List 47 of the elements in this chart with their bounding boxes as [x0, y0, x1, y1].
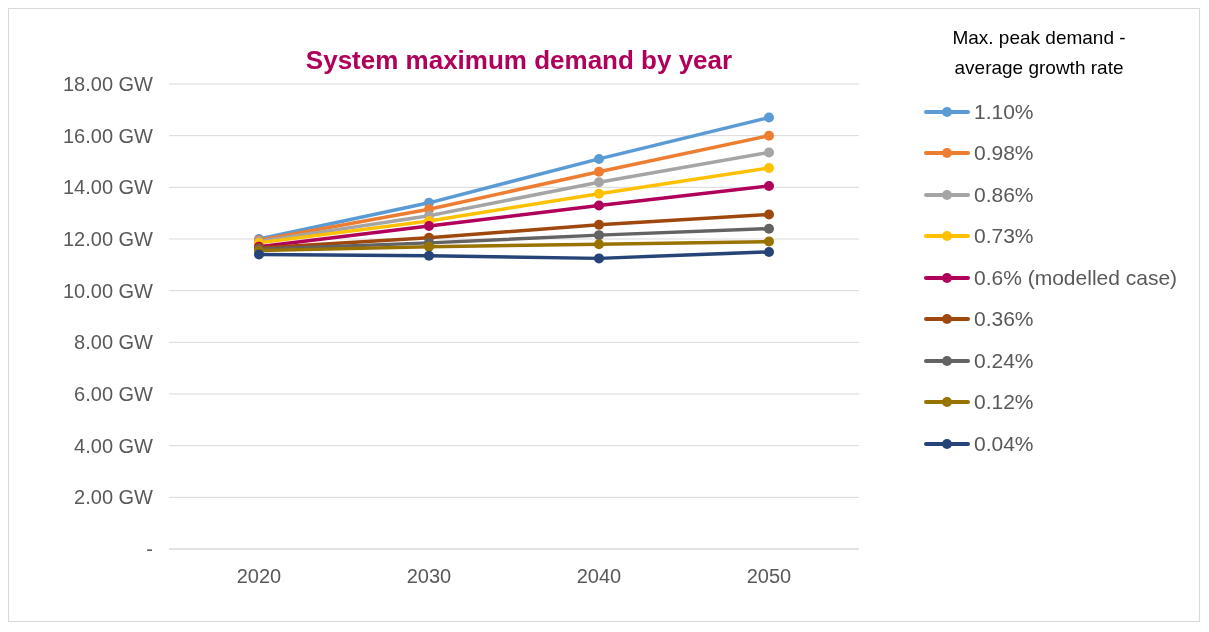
point [594, 188, 604, 199]
point [594, 200, 604, 211]
y-tick-label: 12.00 GW [62, 228, 154, 251]
point [594, 253, 604, 264]
point [424, 221, 434, 232]
x-tick-label: 2050 [746, 565, 792, 588]
point [594, 153, 604, 164]
legend-label: 0.73% [974, 224, 1034, 249]
x-tick-label: 2040 [576, 565, 622, 588]
legend-label: 0.86% [974, 182, 1034, 207]
y-tick-label: 10.00 GW [62, 279, 154, 302]
legend-label: 0.04% [974, 431, 1034, 456]
y-tick-label: 14.00 GW [62, 176, 154, 199]
legend-title: Max. peak demand - average growth rate [951, 26, 1127, 80]
legend-label: 0.24% [974, 348, 1034, 373]
y-tick-label: 8.00 GW [74, 331, 154, 354]
point [764, 209, 774, 220]
point [764, 181, 774, 192]
point [594, 177, 604, 188]
chart-title: System maximum demand by year [304, 45, 734, 76]
point [764, 147, 774, 158]
x-tick-label: 2020 [236, 565, 282, 588]
legend-label: 0.12% [974, 390, 1034, 415]
legend-label: 1.10% [974, 99, 1034, 124]
point [764, 236, 774, 247]
point [764, 246, 774, 257]
point [254, 249, 264, 260]
point [764, 162, 774, 173]
y-tick-label: 4.00 GW [74, 434, 154, 457]
legend-label: 0.36% [974, 307, 1034, 332]
x-tick-label: 2030 [406, 565, 452, 588]
point [764, 223, 774, 234]
y-tick-label: - [146, 538, 153, 561]
y-tick-label: 18.00 GW [62, 73, 154, 96]
point [764, 130, 774, 141]
y-tick-label: 6.00 GW [74, 383, 154, 406]
point [424, 241, 434, 252]
legend-label: 0.98% [974, 141, 1034, 166]
y-tick-label: 16.00 GW [62, 124, 154, 147]
point [594, 239, 604, 250]
y-tick-label: 2.00 GW [74, 486, 154, 509]
point [594, 230, 604, 241]
point [764, 112, 774, 123]
legend-label: 0.6% (modelled case) [974, 265, 1178, 290]
point [594, 219, 604, 230]
point [424, 250, 434, 261]
point [594, 166, 604, 177]
